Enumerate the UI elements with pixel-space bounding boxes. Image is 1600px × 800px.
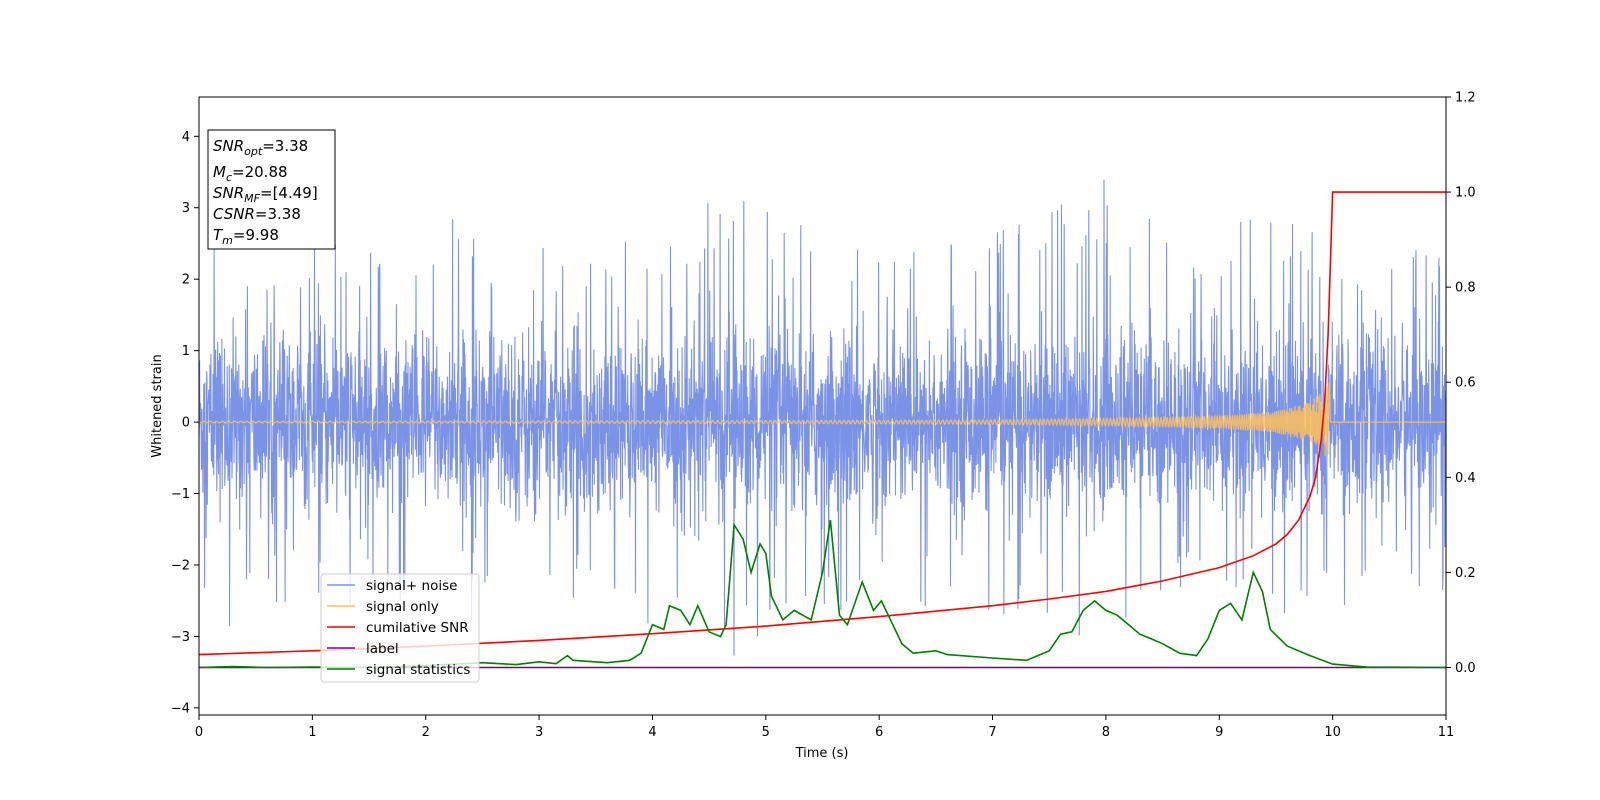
legend-label: signal statistics [366, 662, 470, 678]
signal-only-series [199, 382, 1446, 457]
y2-tick-label: 0.2 [1455, 566, 1476, 581]
y-tick-label: −2 [171, 558, 190, 573]
y-tick-label: −4 [171, 701, 190, 716]
y2-tick-label: 1.2 [1455, 91, 1476, 106]
x-tick-label: 6 [875, 725, 883, 740]
plot-frame [198, 96, 1447, 716]
y2-tick-label: 0.4 [1455, 471, 1476, 486]
y2-tick-label: 0.0 [1455, 661, 1476, 676]
annotation-line: Mc=20.88 [213, 163, 288, 184]
x-tick-label: 11 [1438, 725, 1455, 740]
y-axis-label: Whitened strain [150, 354, 165, 457]
legend-frame [320, 573, 480, 683]
annotation-frame [207, 129, 336, 250]
cumilative-snr-line [199, 191, 1446, 656]
legend-label: signal only [366, 599, 439, 615]
y2-tick-label: 1.0 [1455, 186, 1476, 201]
legend-label: signal+ noise [366, 578, 457, 594]
signal-only-line [199, 382, 1446, 457]
y-tick-label: −1 [171, 487, 190, 502]
x-tick-label: 9 [1215, 725, 1223, 740]
y-tick-label: 3 [182, 201, 190, 216]
x-tick-label: 8 [1102, 725, 1110, 740]
x-tick-label: 5 [762, 725, 770, 740]
y2-tick-label: 0.8 [1455, 281, 1476, 296]
y-tick-label: 2 [182, 273, 190, 288]
legend-label: cumilative SNR [366, 620, 469, 636]
annotation-line: SNRopt=3.38 [213, 137, 308, 158]
x-tick-label: 3 [535, 725, 543, 740]
signal-statistics-line [199, 519, 1446, 669]
legend-label: label [366, 641, 399, 657]
x-tick-label: 7 [988, 725, 996, 740]
signal-noise-line [199, 179, 1446, 656]
legend: signal+ noise signal only cumilative SNR la… [320, 573, 480, 683]
annotation-line: Tm=9.98 [213, 226, 279, 247]
x-tick-label: 0 [195, 725, 203, 740]
x-tick-label: 2 [422, 725, 430, 740]
y2-tick-label: 0.6 [1455, 376, 1476, 391]
x-tick-label: 1 [308, 725, 316, 740]
axes: 0 1 2 3 4 5 6 7 8 9 10 11 −4 −3 −2 −1 0 1 2 3 4 0.0 0.2 0.4 0.6 0… [171, 91, 1476, 741]
x-tick-label: 4 [648, 725, 656, 740]
annotation-line: SNRMF=[4.49] [213, 184, 318, 205]
x-axis-label: Time (s) [795, 746, 849, 761]
y-tick-label: 1 [182, 344, 190, 359]
y-tick-label: 4 [182, 130, 190, 145]
signal-noise-series [199, 179, 1446, 656]
y-tick-label: −3 [171, 630, 190, 645]
x-tick-label: 10 [1324, 725, 1341, 740]
annotation-line: CSNR=3.38 [213, 205, 301, 223]
annotation-box: SNRopt=3.38 Mc=20.88SNRMF=[4.49]CSNR=3.38… [207, 129, 336, 250]
y-tick-label: 0 [182, 416, 190, 431]
